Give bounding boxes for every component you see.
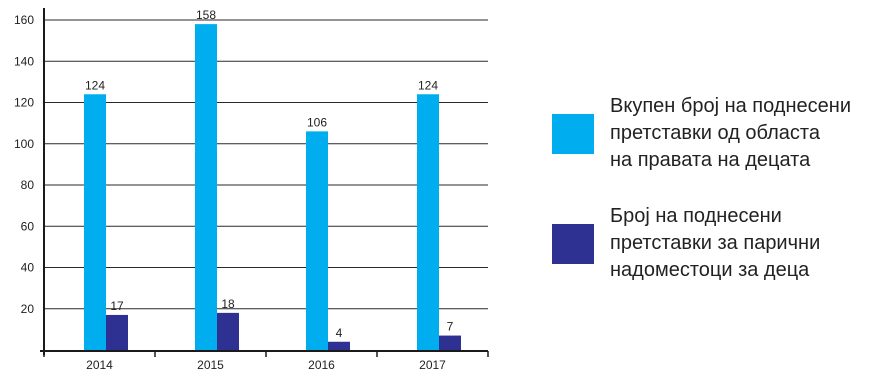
x-tick-label: 2016	[308, 358, 335, 372]
bar-cash-benefits-2014	[106, 314, 128, 350]
data-label-total-2014: 124	[85, 78, 105, 92]
y-tick-label: 100	[14, 137, 34, 151]
y-tick-label: 120	[14, 96, 34, 110]
y-tick-label: 60	[21, 219, 35, 233]
y-tick-label: 20	[21, 302, 35, 316]
data-label-cash-benefits-2014: 17	[110, 299, 124, 313]
axes: 20 40 60 80 100 120 140 160 2014 2015 2016 2017	[14, 8, 489, 372]
data-label-cash-benefits-2015: 18	[221, 297, 235, 311]
bar-total-2015	[195, 24, 217, 350]
y-tick-label: 80	[21, 178, 35, 192]
gridlines	[44, 19, 488, 310]
bar-cash-benefits-2015	[217, 312, 239, 350]
data-label-total-2017: 124	[418, 78, 438, 92]
bar-total-2014	[84, 94, 106, 350]
data-labels: 124 158 106 124 17 18 4 7	[85, 8, 454, 340]
y-tick-label: 40	[21, 261, 35, 275]
bar-cash-benefits-2017	[439, 335, 461, 350]
legend-swatch-cash-benefits	[552, 223, 594, 264]
legend-item-total: Вкупен број на поднесени претставки од о…	[552, 93, 851, 174]
legend-item-cash-benefits: Број на поднесени претставки за парични …	[552, 203, 820, 284]
data-label-cash-benefits-2017: 7	[447, 320, 454, 334]
bar-total-2016	[306, 131, 328, 350]
data-label-total-2016: 106	[307, 115, 327, 129]
legend-swatch-total	[552, 113, 594, 154]
bar-cash-benefits-2016	[328, 341, 350, 350]
data-label-cash-benefits-2016: 4	[336, 326, 343, 340]
bar-total-2017	[417, 94, 439, 350]
y-tick-label: 140	[14, 54, 34, 68]
data-label-total-2015: 158	[196, 8, 216, 22]
bars	[84, 24, 461, 350]
x-tick-label: 2017	[419, 358, 446, 372]
y-tick-label: 160	[14, 13, 34, 27]
x-tick-label: 2015	[197, 358, 224, 372]
legend-label-total: Вкупен број на поднесени претставки од о…	[610, 95, 851, 171]
x-tick-label: 2014	[86, 358, 113, 372]
legend-label-cash-benefits: Број на поднесени претставки за парични …	[610, 205, 821, 281]
